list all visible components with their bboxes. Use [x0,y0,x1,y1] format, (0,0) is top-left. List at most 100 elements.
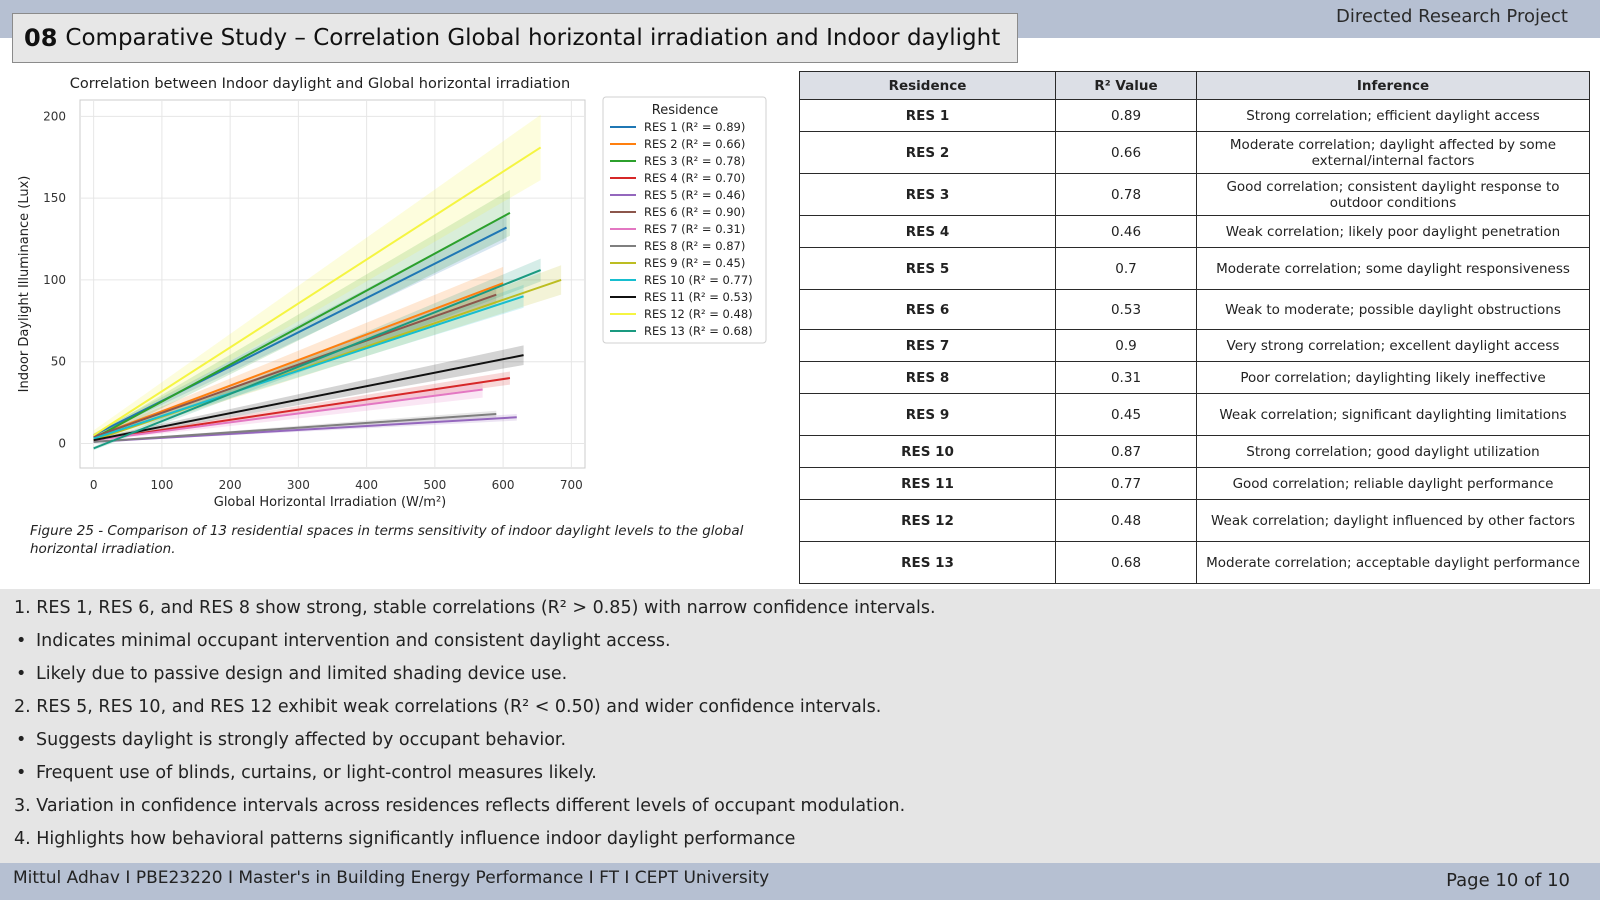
y-tick-label: 150 [43,191,66,205]
note-bullet: Suggests daylight is strongly affected b… [14,730,566,750]
regression-line-2 [93,282,504,438]
x-tick-label: 300 [287,478,310,492]
legend-entry: RES 3 (R² = 0.78) [644,154,745,168]
confidence-band-2 [93,266,504,440]
inference-cell: Weak correlation; significant daylightin… [1196,393,1590,436]
inference-cell: Moderate correlation; some daylight resp… [1196,247,1590,290]
table-row: RES 13 0.68 Moderate correlation; acceptab… [799,541,1590,584]
correlation-chart: Correlation between Indoor daylight and … [10,70,790,520]
y-tick-label: 100 [43,273,66,287]
table-row: RES 7 0.9 Very strong correlation; excelle… [799,329,1590,362]
x-tick-label: 400 [355,478,378,492]
r2-value-cell: 0.68 [1055,541,1197,584]
y-tick-label: 50 [51,355,66,369]
residence-cell: RES 2 [799,131,1056,174]
regression-line-8 [93,413,497,443]
legend-entry: RES 13 (R² = 0.68) [644,324,753,338]
legend-entry: RES 7 (R² = 0.31) [644,222,745,236]
inference-cell: Weak correlation; daylight influenced by… [1196,499,1590,542]
table-row: RES 1 0.89 Strong correlation; efficient d… [799,99,1590,132]
regression-line-13 [93,269,542,450]
confidence-band-11 [93,345,524,442]
inference-cell: Good correlation; reliable daylight perf… [1196,467,1590,500]
residence-cell: RES 8 [799,361,1056,394]
note-item: 2. RES 5, RES 10, and RES 12 exhibit wea… [14,697,882,717]
column-header-r2: R² Value [1055,71,1197,100]
r2-value-cell: 0.53 [1055,289,1197,330]
legend-entry: RES 4 (R² = 0.70) [644,171,745,185]
column-header-residence: Residence [799,71,1056,100]
residence-cell: RES 11 [799,467,1056,500]
residence-cell: RES 13 [799,541,1056,584]
regression-line-7 [93,388,483,442]
regression-line-12 [93,146,542,437]
x-tick-label: 700 [560,478,583,492]
note-item: 3. Variation in confidence intervals acr… [14,796,906,816]
table-row: RES 3 0.78 Good correlation; consistent da… [799,173,1590,216]
column-header-inference: Inference [1196,71,1590,100]
legend-entry: RES 1 (R² = 0.89) [644,120,745,134]
r2-value-cell: 0.9 [1055,329,1197,362]
inference-cell: Moderate correlation; daylight affected … [1196,131,1590,174]
table-row: RES 5 0.7 Moderate correlation; some dayli… [799,247,1590,290]
table-row: RES 8 0.31 Poor correlation; daylighting l… [799,361,1590,394]
legend-entry: RES 8 (R² = 0.87) [644,239,745,253]
table-row: RES 2 0.66 Moderate correlation; daylight … [799,131,1590,174]
chart-svg: Correlation between Indoor daylight and … [17,76,767,510]
table-row: RES 11 0.77 Good correlation; reliable day… [799,467,1590,500]
table-row: RES 4 0.46 Weak correlation; likely poor d… [799,215,1590,248]
r2-value-cell: 0.46 [1055,215,1197,248]
r2-value-cell: 0.77 [1055,467,1197,500]
table-row: RES 6 0.53 Weak to moderate; possible dayl… [799,289,1590,330]
residence-cell: RES 7 [799,329,1056,362]
note-bullet: Likely due to passive design and limited… [14,664,567,684]
note-bullet: Frequent use of blinds, curtains, or lig… [14,763,597,783]
inference-cell: Poor correlation; daylighting likely ine… [1196,361,1590,394]
legend-entry: RES 10 (R² = 0.77) [644,273,753,287]
r2-value-cell: 0.78 [1055,173,1197,216]
page-title: Comparative Study – Correlation Global h… [65,25,1001,51]
legend-entry: RES 9 (R² = 0.45) [644,256,745,270]
residence-cell: RES 9 [799,393,1056,436]
r2-value-cell: 0.87 [1055,435,1197,468]
r2-value-cell: 0.45 [1055,393,1197,436]
regression-line-11 [93,354,524,442]
legend-entry: RES 12 (R² = 0.48) [644,307,753,321]
chart-legend: Residence RES 1 (R² = 0.89) RES 2 (R² = 0… [602,96,767,344]
y-axis-label: Indoor Daylight Illuminance (Lux) [17,176,32,393]
regression-line-4 [93,377,511,442]
x-tick-label: 100 [150,478,173,492]
inference-cell: Moderate correlation; acceptable dayligh… [1196,541,1590,584]
residence-cell: RES 12 [799,499,1056,542]
note-item: 4. Highlights how behavioral patterns si… [14,829,796,849]
r2-value-cell: 0.89 [1055,99,1197,132]
x-tick-label: 200 [219,478,242,492]
regression-line-6 [93,293,497,438]
inference-cell: Weak to moderate; possible daylight obst… [1196,289,1590,330]
chart-title: Correlation between Indoor daylight and … [70,76,570,92]
residence-cell: RES 5 [799,247,1056,290]
footer-band [0,863,1600,900]
footer-author: Mittul Adhav I PBE23220 I Master's in Bu… [13,868,770,888]
legend-entry: RES 11 (R² = 0.53) [644,290,753,304]
inference-cell: Strong correlation; efficient daylight a… [1196,99,1590,132]
residence-cell: RES 1 [799,99,1056,132]
legend-title: Residence [652,103,718,118]
project-label: Directed Research Project [1336,6,1568,27]
inference-cell: Strong correlation; good daylight utiliz… [1196,435,1590,468]
table-header-row: Residence R² Value Inference [799,71,1590,100]
note-bullet: Indicates minimal occupant intervention … [14,631,671,651]
r2-value-cell: 0.7 [1055,247,1197,290]
inference-cell: Good correlation; consistent daylight re… [1196,173,1590,216]
legend-entry: RES 5 (R² = 0.46) [644,188,745,202]
figure-caption: Figure 25 - Comparison of 13 residential… [30,523,744,557]
regression-line-10 [93,295,524,440]
regression-lines [93,146,562,450]
residence-cell: RES 6 [799,289,1056,330]
y-tick-label: 200 [43,109,66,123]
residence-cell: RES 3 [799,173,1056,216]
table-body: RES 1 0.89 Strong correlation; efficient d… [799,99,1590,584]
inference-cell: Very strong correlation; excellent dayli… [1196,329,1590,362]
inference-cell: Weak correlation; likely poor daylight p… [1196,215,1590,248]
r2-value-cell: 0.66 [1055,131,1197,174]
